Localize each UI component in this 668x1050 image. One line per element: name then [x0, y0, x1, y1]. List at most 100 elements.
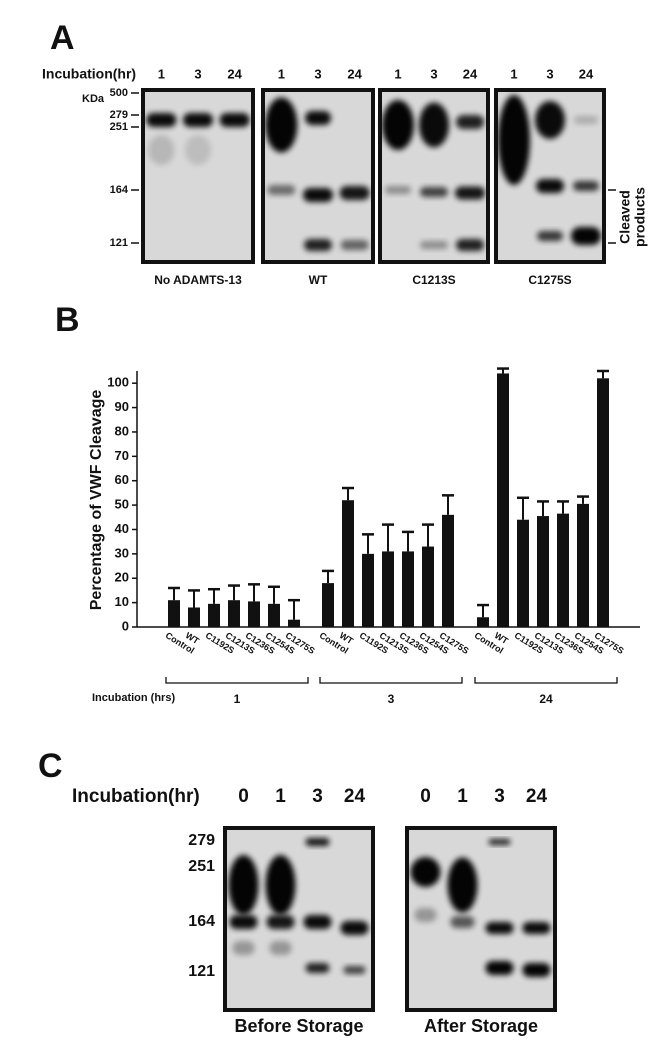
blot-band [385, 186, 411, 194]
marker-label: 164 [110, 184, 129, 196]
group-bracket [319, 677, 463, 684]
bar [168, 600, 180, 627]
blot-band [267, 185, 296, 195]
bar [382, 551, 394, 627]
y-tick-label: 50 [115, 497, 129, 512]
bar [422, 546, 434, 627]
group-label: 24 [539, 692, 553, 706]
bar [597, 378, 609, 627]
lane-time-label: 3 [546, 66, 553, 81]
blot [378, 88, 490, 264]
blot-band [219, 113, 250, 127]
blot-frame [494, 88, 606, 264]
marker-label: 251 [110, 121, 128, 133]
marker-label: 279 [188, 832, 215, 849]
bar [497, 373, 509, 627]
blot-band [485, 922, 514, 934]
blot-caption: No ADAMTS-13 [154, 273, 242, 287]
blot-band [455, 186, 485, 200]
blot-band [450, 916, 475, 928]
y-tick-label: 0 [122, 618, 129, 633]
bar [362, 553, 374, 627]
blot-band [420, 241, 448, 249]
lane-time-label: 1 [457, 786, 468, 807]
y-axis-label: Percentage of VWF Cleavage [88, 390, 105, 611]
marker-label: 164 [188, 913, 215, 930]
panel-label: C [38, 747, 63, 785]
marker-label: 279 [110, 109, 128, 121]
marker-label: 121 [110, 237, 128, 249]
group-label: 1 [234, 692, 241, 706]
lane-time-label: 3 [430, 66, 437, 81]
bar [322, 583, 334, 627]
y-tick-label: 60 [115, 472, 129, 487]
blot-band [232, 941, 255, 955]
blot-band [305, 963, 330, 973]
blot-band [266, 915, 295, 929]
group-label: 3 [388, 692, 395, 706]
lane-time-label: 24 [347, 66, 362, 81]
lane-time-label: 24 [344, 786, 366, 807]
bar [208, 603, 220, 627]
blot-band [536, 179, 564, 193]
blot-band [488, 839, 511, 845]
blot-band [522, 922, 551, 934]
blot-band [303, 188, 333, 202]
blot-band [535, 101, 565, 139]
blot-band [420, 187, 448, 197]
kda-label: KDa [82, 93, 105, 105]
lane-time-label: 3 [494, 786, 505, 807]
lane-time-label: 24 [463, 66, 478, 81]
lane-time-label: 1 [158, 66, 165, 81]
incubation-label: Incubation(hr) [42, 66, 136, 82]
blot-band [339, 186, 370, 200]
blot-band [343, 966, 366, 974]
lane-time-label: 1 [394, 66, 401, 81]
incubation-label: Incubation(hr) [72, 786, 200, 807]
y-tick-label: 90 [115, 399, 129, 414]
blot-frame [378, 88, 490, 264]
bar [557, 513, 569, 627]
blot-frame [141, 88, 255, 264]
blot-band [304, 239, 332, 251]
bar [268, 603, 280, 627]
blot-band [269, 941, 292, 955]
blot [405, 826, 557, 1012]
lane-time-label: 0 [420, 786, 431, 807]
lane-time-label: 24 [526, 786, 548, 807]
marker-label: 251 [188, 858, 215, 875]
blot-band [305, 838, 330, 846]
blot [141, 88, 255, 264]
bar [228, 600, 240, 627]
panel-label: B [55, 301, 80, 339]
blot [223, 826, 375, 1012]
lane-time-label: 24 [227, 66, 242, 81]
lane-time-label: 0 [238, 786, 249, 807]
y-tick-label: 10 [115, 594, 129, 609]
blot-band [228, 855, 259, 915]
cleaved-label: Cleaved [617, 190, 633, 244]
blot-band [148, 135, 175, 165]
blot-band [574, 116, 598, 124]
blot-frame [261, 88, 375, 264]
bar [188, 607, 200, 627]
cleaved-label: products [632, 187, 648, 247]
blot-band [229, 915, 258, 929]
blot-band [419, 102, 449, 148]
lane-time-label: 3 [194, 66, 201, 81]
y-tick-label: 40 [115, 521, 129, 536]
blot-band [340, 921, 369, 935]
blot-band [305, 111, 331, 125]
blot-band [498, 95, 530, 185]
bar [537, 516, 549, 627]
lane-time-label: 3 [312, 786, 323, 807]
blot-band [537, 231, 563, 241]
blot-band [571, 227, 601, 245]
y-tick-label: 80 [115, 423, 129, 438]
blot-caption: After Storage [424, 1016, 538, 1036]
y-tick-label: 70 [115, 448, 129, 463]
lane-time-label: 3 [314, 66, 321, 81]
x-axis-label: Incubation (hrs) [92, 692, 175, 704]
blot-band [185, 135, 211, 165]
